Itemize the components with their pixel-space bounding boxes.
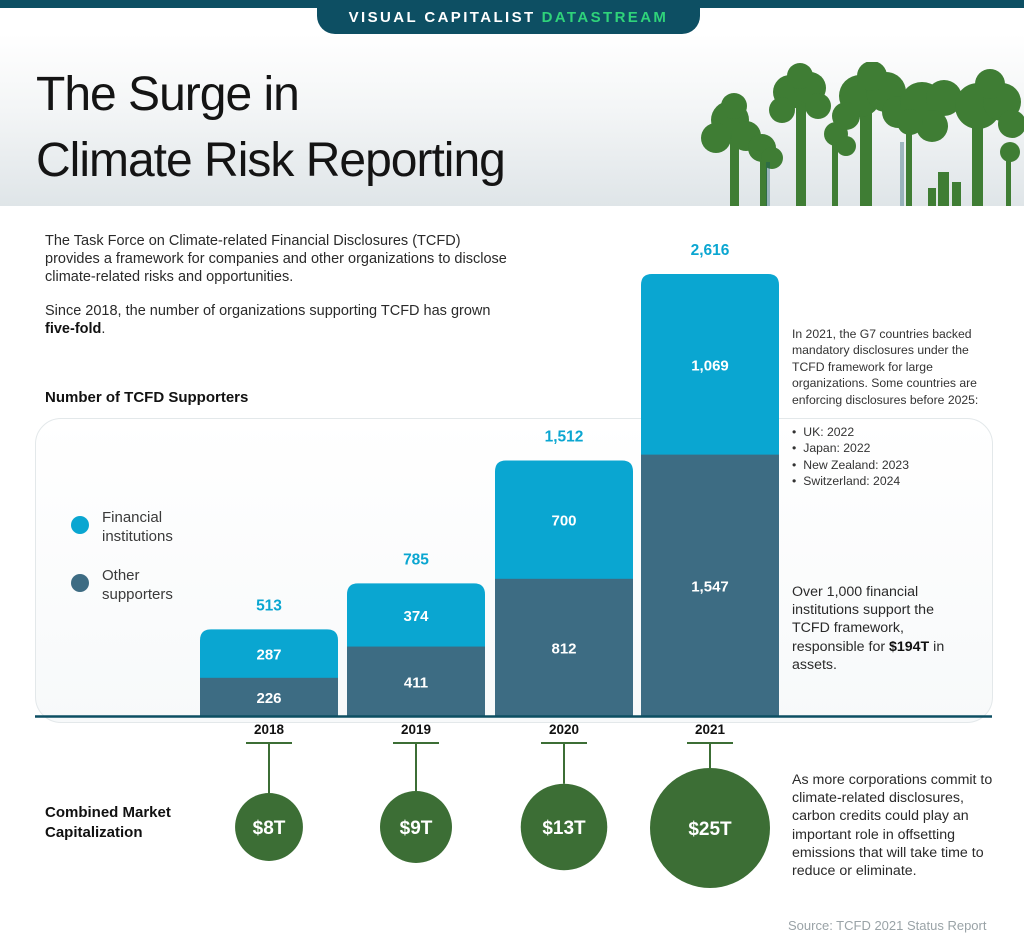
label-other-2019: 411 [404, 674, 428, 691]
intro-paragraph-2: Since 2018, the number of organizations … [45, 302, 515, 338]
year-label-2020: 2020 [549, 722, 579, 737]
intro-text: The Task Force on Climate-related Financ… [45, 232, 515, 338]
year-label-2019: 2019 [401, 722, 431, 737]
legend-other-line2: supporters [102, 586, 173, 603]
country-list: UK: 2022 Japan: 2022 New Zealand: 2023 S… [792, 424, 982, 490]
label-financial-2020: 700 [551, 513, 576, 530]
bar-other-2019 [347, 646, 485, 716]
label-total-2018: 513 [256, 597, 282, 614]
market-cap-label-2019: $9T [400, 818, 433, 839]
legend-financial-line2: institutions [102, 528, 173, 545]
label-total-2020: 1,512 [545, 429, 584, 446]
carbon-credits-note: As more corporations commit to climate-r… [792, 772, 993, 880]
intro-p2-end: . [101, 321, 106, 337]
market-cap-bubble-2019 [380, 791, 452, 863]
country-item: Japan: 2022 [792, 440, 982, 456]
bar-other-2018 [200, 677, 338, 716]
fi-note-text: Over 1,000 financial institutions suppor… [792, 584, 934, 655]
intro-paragraph-1: The Task Force on Climate-related Financ… [45, 233, 507, 285]
label-financial-2019: 374 [403, 608, 429, 625]
bar-financial-2021 [641, 274, 779, 465]
label-total-2021: 2,616 [691, 242, 730, 259]
country-item: UK: 2022 [792, 424, 982, 440]
intro-p2-text: Since 2018, the number of organizations … [45, 303, 491, 319]
g7-note-text: In 2021, the G7 countries backed mandato… [792, 327, 979, 407]
page-title: The Surge in Climate Risk Reporting [36, 62, 506, 194]
market-cap-label-2020: $13T [542, 818, 586, 839]
label-other-2018: 226 [256, 690, 281, 707]
bar-other-2020 [495, 578, 633, 716]
financial-institutions-note: Over 1,000 financial institutions suppor… [792, 583, 972, 674]
g7-note: In 2021, the G7 countries backed mandato… [792, 326, 982, 490]
forest-illustration-icon [701, 62, 1024, 206]
source-note: Source: TCFD 2021 Status Report [788, 918, 987, 933]
brand-name: VISUAL CAPITALIST [348, 8, 536, 26]
label-other-2020: 812 [551, 640, 576, 657]
bar-financial-2019 [347, 583, 485, 657]
legend-financial-swatch [71, 516, 89, 534]
market-cap-label-2021: $25T [688, 819, 732, 840]
market-cap-label: Combined Market Capitalization [45, 804, 171, 841]
country-item: Switzerland: 2024 [792, 473, 982, 489]
bar-other-2021 [641, 454, 779, 716]
chart-title: Number of TCFD Supporters [45, 389, 249, 406]
label-total-2019: 785 [403, 551, 429, 568]
legend-other-swatch [71, 574, 89, 592]
title-line-1: The Surge in [36, 68, 300, 121]
brand-banner: VISUAL CAPITALIST DATASTREAM [317, 0, 700, 34]
intro-p2-bold: five-fold [45, 321, 102, 337]
label-other-2021: 1,547 [691, 578, 729, 595]
label-financial-2021: 1,069 [691, 357, 729, 374]
market-cap-bubble-2018 [235, 793, 303, 861]
market-cap-bubble-2020 [520, 783, 608, 871]
fi-note-bold: $194T [889, 638, 930, 655]
bar-financial-2018 [200, 629, 338, 688]
country-item: New Zealand: 2023 [792, 457, 982, 473]
market-cap-bubble-2021 [650, 768, 770, 888]
fi-note-end: in assets. [792, 638, 945, 673]
market-cap-label-2018: $8T [253, 818, 286, 839]
legend-other: Other supporters [71, 566, 173, 604]
title-line-2: Climate Risk Reporting [36, 134, 506, 187]
year-label-2018: 2018 [254, 722, 285, 737]
legend-financial-line1: Financial [102, 509, 163, 526]
bar-financial-2020 [495, 460, 633, 589]
label-financial-2018: 287 [256, 647, 281, 664]
legend-other-line1: Other [102, 567, 140, 584]
year-label-2021: 2021 [695, 722, 726, 737]
brand-sub: DATASTREAM [541, 8, 669, 26]
legend-financial: Financial institutions [71, 508, 173, 546]
